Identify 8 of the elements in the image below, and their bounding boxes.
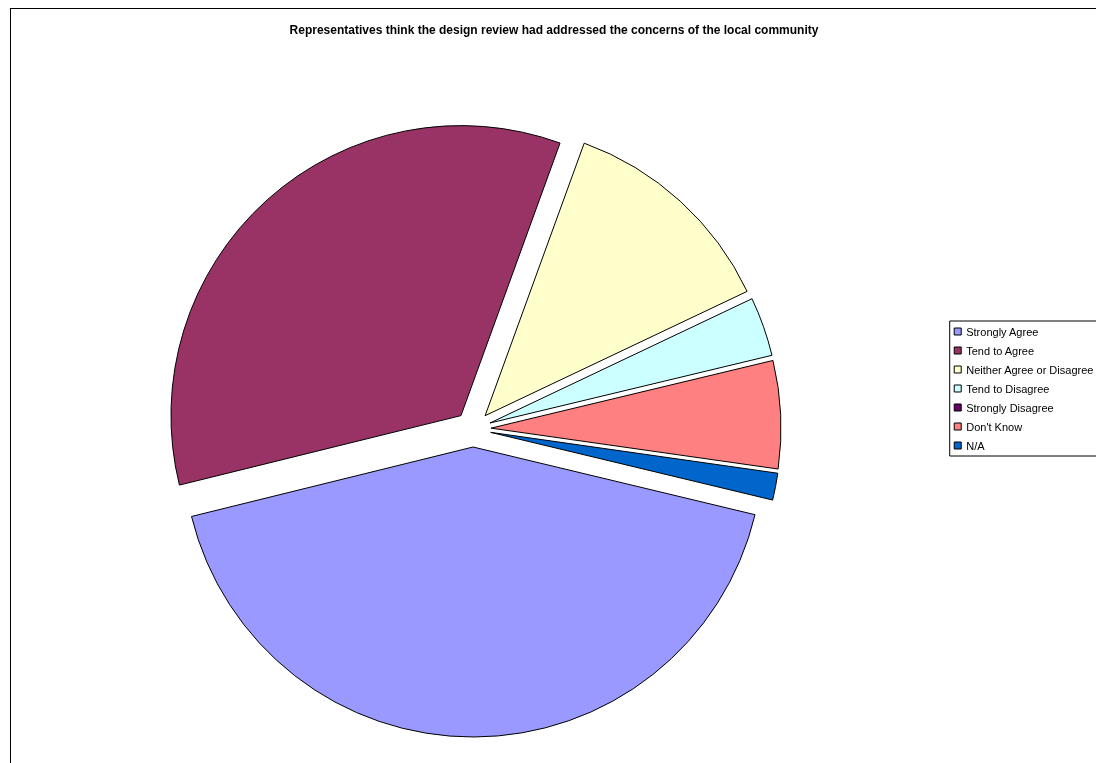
legend-label: Neither Agree or Disagree — [966, 363, 1094, 376]
chart-title: Representatives think the design review had addressed the concerns of the local community — [289, 23, 819, 37]
legend-label: Tend to Agree — [966, 344, 1035, 357]
legend-label: Strongly Agree — [966, 325, 1039, 338]
legend-label: Tend to Disagree — [966, 382, 1050, 395]
legend-label: N/A — [966, 439, 986, 452]
legend-label: Don't Know — [966, 420, 1023, 433]
legend-label: Strongly Disagree — [966, 401, 1054, 414]
